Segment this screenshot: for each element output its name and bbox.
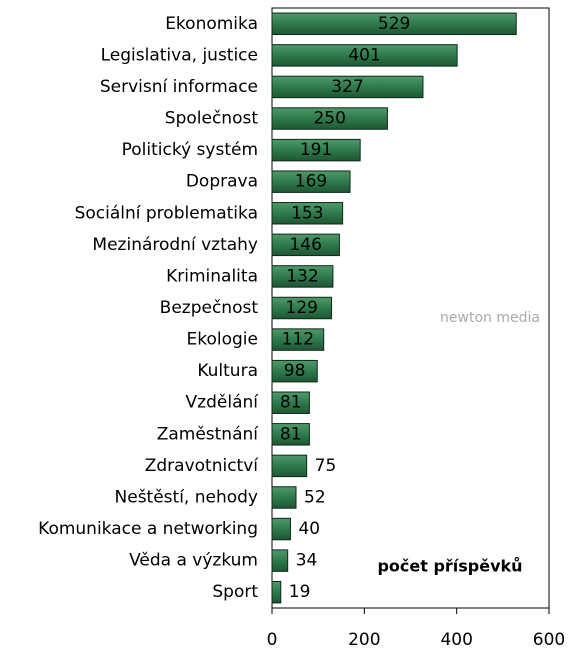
y-tick-label: Zaměstnání [157,424,260,444]
value-label: 34 [296,551,318,571]
value-label: 146 [289,235,321,255]
bar [271,517,291,541]
value-label: 81 [280,393,302,413]
y-tick-label: Legislativa, justice [101,45,258,65]
bar [271,296,333,320]
y-tick-label: Ekonomika [165,14,258,34]
value-label: 98 [284,361,306,381]
y-tick-label: Sociální problematika [75,203,258,223]
y-tick-label: Zdravotnictví [145,456,260,476]
value-label: 132 [286,266,318,286]
x-tick-label: 400 [440,630,472,650]
value-label: 129 [286,298,318,318]
y-tick-label: Ekologie [187,330,258,350]
y-tick-label: Servisní informace [100,77,258,97]
bar [271,549,289,572]
value-label: 191 [300,140,332,160]
y-tick-label: Kultura [197,361,258,381]
bar [271,12,517,36]
bar [271,138,361,162]
watermark: newton media [440,310,540,326]
y-tick-label: Politický systém [122,140,258,160]
y-tick-label: Vzdělání [186,393,260,413]
y-tick-label: Sport [212,582,258,602]
bar [271,486,297,509]
y-tick-label: Věda a výzkum [129,551,258,571]
value-label: 250 [313,109,345,129]
annotation: počet příspěvků [377,557,522,576]
bar [271,328,325,351]
y-tick-label: Bezpečnost [160,298,259,318]
bar [271,202,344,225]
y-tick-label: Společnost [165,109,259,129]
value-label: 529 [378,14,410,34]
x-tick-label: 0 [267,630,278,650]
bar [271,454,308,478]
y-tick-label: Mezinárodní vztahy [92,235,258,255]
bar [271,265,334,288]
bar [271,423,310,446]
value-label: 81 [280,424,302,444]
bar [271,391,310,414]
y-tick-label: Neštěstí, nehody [115,487,258,507]
y-tick-label: Komunikace a networking [38,519,258,539]
bar [271,580,282,604]
bar [271,75,424,99]
bar [271,233,340,257]
x-tick-label: 600 [533,630,565,650]
y-tick-label: Kriminalita [166,266,258,286]
value-label: 75 [315,456,337,476]
value-label: 40 [298,519,320,539]
y-tick-label: Doprava [186,172,258,192]
value-label: 52 [304,487,326,507]
value-label: 169 [295,172,327,192]
value-label: 401 [348,45,380,65]
bar [271,359,318,383]
bar [271,44,458,67]
value-label: 153 [291,203,323,223]
value-label: 19 [289,582,311,602]
bar [271,107,388,130]
bar [271,170,351,193]
x-tick-label: 200 [348,630,380,650]
value-label: 112 [282,330,314,350]
value-label: 327 [331,77,363,97]
